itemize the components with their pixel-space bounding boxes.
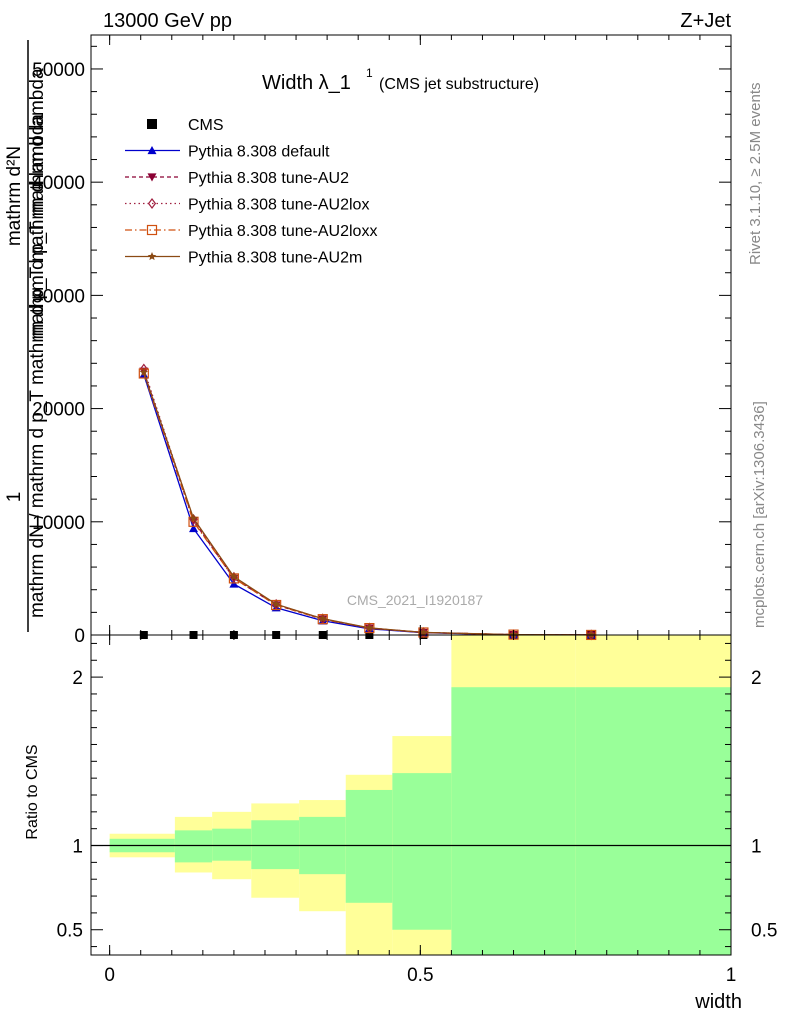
series-1-point-2 (229, 579, 239, 588)
series-5-point-5 (365, 623, 374, 632)
y-ratio-tick-label-left-2: 2 (72, 668, 83, 689)
legend-marker-4 (146, 224, 158, 236)
rivet-label: Rivet 3.1.10, ≥ 2.5M events (747, 83, 764, 266)
legend-entry-0: CMS (147, 117, 224, 134)
legend-entry-5: Pythia 8.308 tune-AU2m (125, 250, 362, 267)
legend-marker-3 (147, 198, 157, 209)
legend-label-5: Pythia 8.308 tune-AU2m (188, 250, 362, 267)
series-5 (139, 367, 596, 639)
y-ratio-tick-label-right-2: 2 (751, 668, 762, 689)
legend-entry-1: Pythia 8.308 default (125, 144, 330, 161)
plot-title: Width λ_1 1 (CMS jet substructure) (262, 66, 539, 94)
y-ratio-tick-label-right-1: 1 (751, 837, 762, 858)
axis-ticks: 0 0.5 1 0 10000 20000 30000 40000 50000 0.5 0.5 1 1 2… (32, 35, 777, 986)
series-5-point-3 (271, 599, 281, 608)
legend-marker-0 (147, 119, 157, 129)
ratio-y-axis-label: Ratio to CMS (24, 744, 41, 839)
legend-marker-2 (147, 173, 157, 182)
legend-label-4: Pythia 8.308 tune-AU2loxx (188, 223, 377, 240)
legend-label-3: Pythia 8.308 tune-AU2lox (188, 197, 369, 214)
green-band-bin-8 (575, 687, 731, 955)
y-main-tick-label-3: 30000 (32, 286, 85, 307)
y-label-numerator-one: 1 (4, 492, 25, 503)
ratio-uncertainty-bands (91, 635, 731, 955)
series-5-point-4 (318, 614, 327, 623)
main-plot-frame (90, 34, 732, 636)
energy-label: 13000 GeV pp (103, 10, 232, 32)
green-band-bin-6 (392, 773, 452, 930)
series-5-point-0 (139, 367, 149, 376)
y-ratio-tick-label-left-0: 0.5 (57, 921, 83, 942)
y-label-denominator: mathrm dN / mathrm d p_T mathrm d p_T ma… (27, 114, 48, 618)
main-y-axis-label: 1 mathrm dN / mathrm d p_T mathrm d p_T … (4, 40, 48, 632)
title-subtitle: (CMS jet substructure) (379, 76, 539, 93)
analysis-watermark: CMS_2021_I1920187 (347, 592, 483, 608)
x-tick-label-0: 0 (104, 965, 115, 986)
green-band-bin-5 (345, 789, 393, 903)
legend-label-2: Pythia 8.308 tune-AU2 (188, 170, 349, 187)
x-tick-label-2: 1 (726, 965, 737, 986)
green-band-bin-1 (174, 830, 213, 863)
legend-label-1: Pythia 8.308 default (188, 144, 330, 161)
y-main-tick-label-2: 20000 (32, 400, 85, 421)
title-superscript: 1 (366, 66, 373, 80)
legend-entry-2: Pythia 8.308 tune-AU2 (125, 170, 349, 187)
title-main: Width λ_1 (262, 72, 351, 94)
x-axis-label: width (694, 991, 742, 1013)
series-5-point-1 (189, 513, 198, 522)
y-main-tick-label-4: 40000 (32, 173, 85, 194)
y-ratio-tick-label-left-1: 1 (72, 837, 83, 858)
legend-entry-4: Pythia 8.308 tune-AU2loxx (125, 223, 377, 240)
mcplots-label: mcplots.cern.ch [arXiv:1306.3436] (751, 401, 768, 628)
legend: CMS Pythia 8.308 default Pythia 8.308 tune… (125, 117, 377, 267)
y-main-tick-label-5: 50000 (32, 60, 85, 81)
y-main-tick-label-0: 0 (74, 626, 85, 647)
series-1-point-1 (189, 524, 199, 533)
series-5-point-6 (419, 627, 428, 637)
green-band-bin-7 (451, 687, 576, 955)
legend-label-0: CMS (188, 117, 224, 134)
y-label-inner-denominator: mathrm d p_T mathrm d lambda (27, 68, 48, 339)
y-ratio-tick-label-right-0: 0.5 (751, 921, 777, 942)
green-band-bin-2 (212, 828, 252, 861)
x-tick-label-1: 0.5 (407, 965, 433, 986)
green-band-bin-3 (251, 820, 300, 870)
series-5-point-2 (229, 572, 239, 581)
y-main-tick-label-1: 10000 (32, 513, 85, 534)
legend-marker-5 (147, 252, 157, 261)
legend-marker-1 (147, 146, 157, 155)
legend-entry-3: Pythia 8.308 tune-AU2lox (125, 197, 369, 214)
process-label: Z+Jet (680, 10, 731, 32)
y-label-inner-numerator: mathrm d²N (4, 146, 25, 246)
